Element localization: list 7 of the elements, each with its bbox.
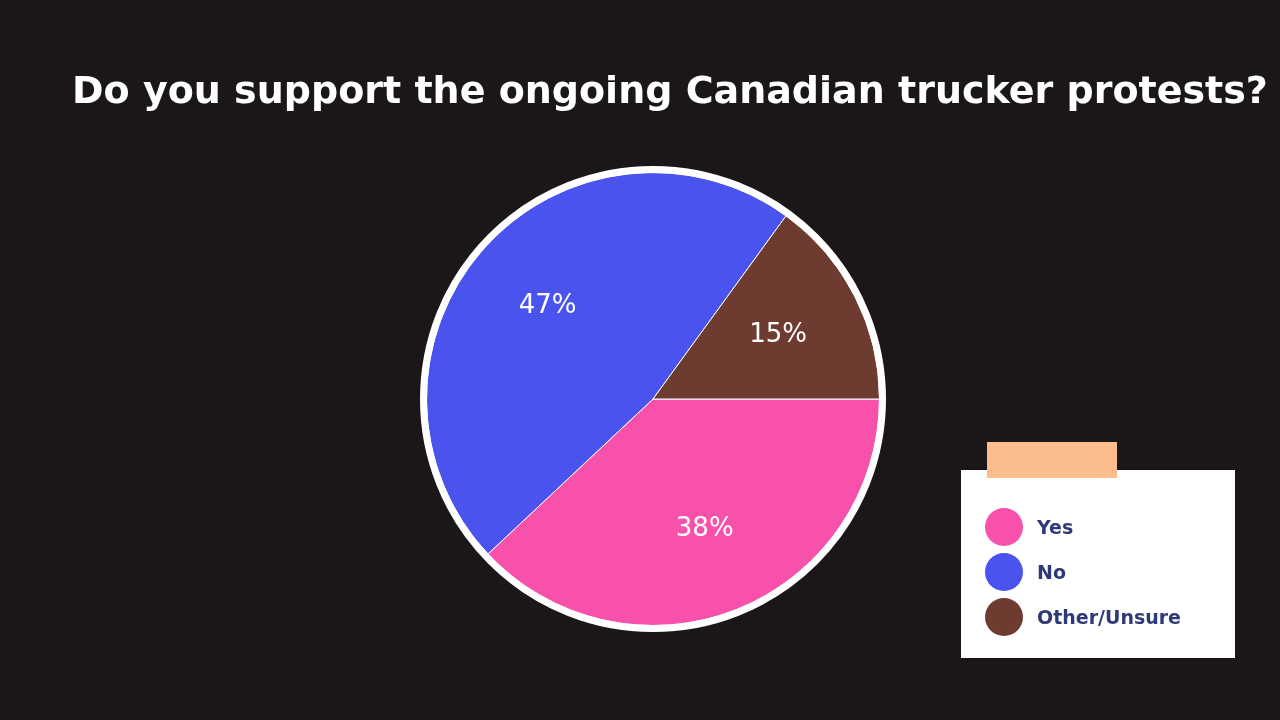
chart-title: Do you support the ongoing Canadian trucker protests? <box>71 68 1269 112</box>
legend-label: No <box>1037 560 1066 583</box>
data-label: 38% <box>675 512 734 543</box>
data-label: 15% <box>749 318 808 348</box>
legend-label: Other/Unsure <box>1037 605 1182 628</box>
data-label: 47% <box>518 288 577 319</box>
legend-label: Yes <box>1037 515 1074 538</box>
